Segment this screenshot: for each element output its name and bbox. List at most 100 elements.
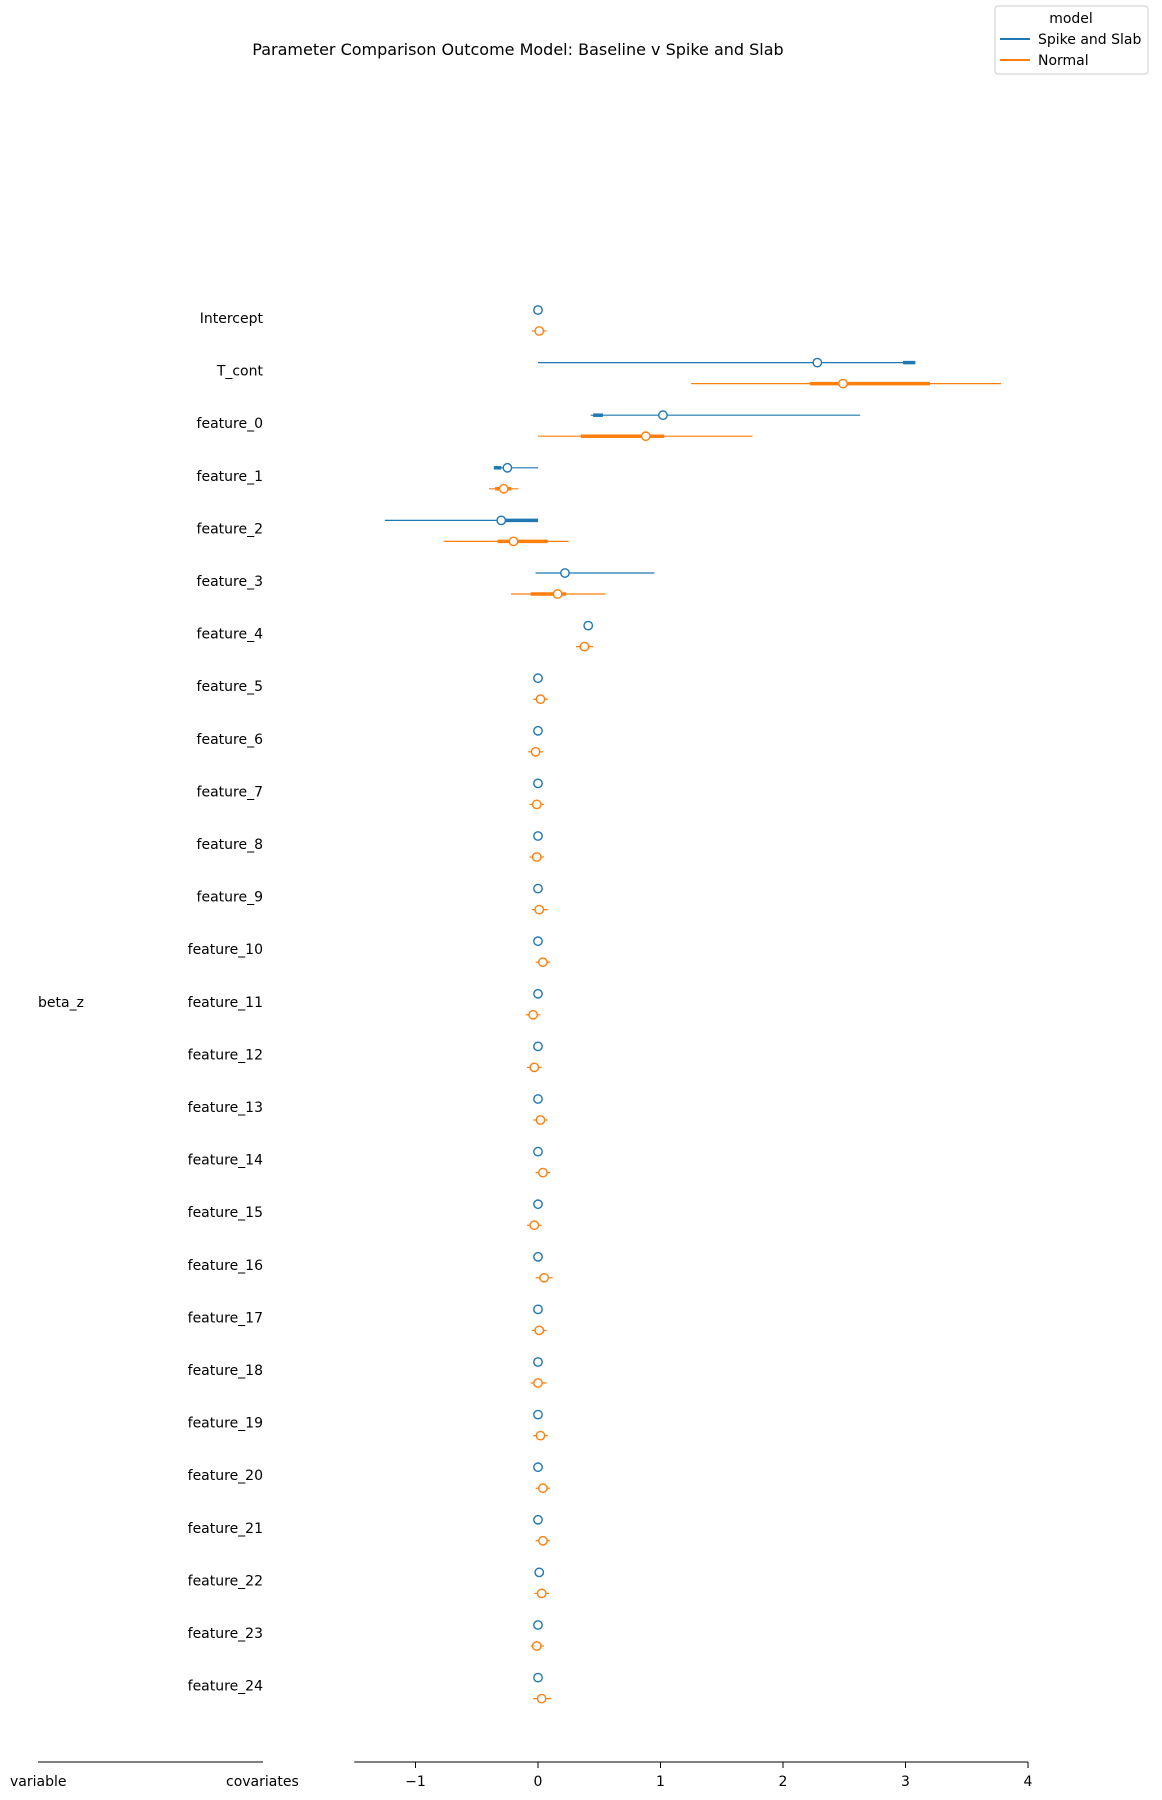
parameter-label: feature_7 xyxy=(197,784,263,800)
point-estimate-spike-and-slab xyxy=(583,620,594,631)
legend-title: model xyxy=(1049,11,1093,27)
parameter-label: feature_3 xyxy=(197,574,263,590)
point-estimate-spike-and-slab xyxy=(533,1041,543,1052)
point-estimate-normal xyxy=(530,746,541,757)
point-estimate-spike-and-slab xyxy=(533,1357,543,1367)
point-estimate-spike-and-slab xyxy=(533,1199,543,1210)
point-estimate-normal xyxy=(536,1588,547,1599)
point-estimate-spike-and-slab xyxy=(533,725,543,736)
point-estimate-spike-and-slab xyxy=(533,1514,543,1525)
point-estimate-normal xyxy=(534,1325,545,1336)
point-estimate-spike-and-slab xyxy=(812,357,823,368)
point-estimate-normal xyxy=(640,431,651,442)
point-estimate-spike-and-slab xyxy=(533,673,543,684)
parameter-label: Intercept xyxy=(200,311,264,327)
point-estimate-spike-and-slab xyxy=(533,936,543,947)
point-estimate-normal xyxy=(538,1535,548,1546)
legend-label-normal: Normal xyxy=(1038,53,1089,69)
point-estimate-spike-and-slab xyxy=(533,988,543,999)
point-estimate-spike-and-slab xyxy=(533,1672,543,1683)
point-estimate-spike-and-slab xyxy=(533,1094,543,1104)
point-estimate-spike-and-slab xyxy=(533,1251,543,1262)
x-tick-label: −1 xyxy=(405,1774,426,1790)
x-tick-label: 3 xyxy=(901,1774,910,1790)
parameter-label: feature_6 xyxy=(197,732,264,748)
left-axis-label-variable: variable xyxy=(10,1774,66,1790)
point-estimate-normal xyxy=(528,1009,538,1020)
parameter-label: feature_9 xyxy=(197,890,263,906)
point-estimate-normal xyxy=(536,1693,547,1704)
point-estimate-normal xyxy=(498,483,509,494)
parameter-label: feature_18 xyxy=(188,1363,263,1379)
parameter-label: feature_23 xyxy=(188,1626,263,1642)
point-estimate-normal xyxy=(552,589,563,599)
parameter-label: feature_2 xyxy=(197,521,263,537)
point-estimate-spike-and-slab xyxy=(658,410,668,421)
point-estimate-normal xyxy=(534,326,545,336)
parameter-label: feature_10 xyxy=(188,942,263,958)
point-estimate-spike-and-slab xyxy=(533,305,543,315)
parameter-label: feature_16 xyxy=(188,1258,263,1274)
parameter-label: feature_11 xyxy=(188,995,263,1011)
legend: model Spike and Slab Normal xyxy=(994,5,1149,75)
x-tick-label: 0 xyxy=(534,1774,543,1790)
point-estimate-spike-and-slab xyxy=(533,1146,543,1157)
interval-marks xyxy=(384,305,1002,1704)
point-estimate-normal xyxy=(531,1641,542,1651)
parameter-label: feature_20 xyxy=(188,1468,263,1484)
x-tick-label: 1 xyxy=(656,1774,665,1790)
parameter-label: feature_22 xyxy=(188,1573,263,1589)
point-estimate-normal xyxy=(538,957,548,968)
parameter-label: feature_19 xyxy=(188,1416,263,1432)
parameter-label: feature_24 xyxy=(188,1679,263,1695)
parameter-label: feature_12 xyxy=(188,1047,263,1063)
point-estimate-normal xyxy=(535,1430,546,1441)
point-estimate-spike-and-slab xyxy=(496,515,507,526)
parameter-label: feature_14 xyxy=(188,1153,263,1169)
point-estimate-normal xyxy=(533,1378,543,1388)
point-estimate-normal xyxy=(579,641,590,652)
parameter-label: T_cont xyxy=(216,364,264,380)
point-estimate-normal xyxy=(529,1220,540,1231)
point-estimate-spike-and-slab xyxy=(533,831,543,841)
point-estimate-normal xyxy=(534,904,545,915)
point-estimate-spike-and-slab xyxy=(533,1462,543,1473)
x-tick-label: 2 xyxy=(779,1774,788,1790)
parameter-label: feature_13 xyxy=(188,1100,263,1116)
point-estimate-normal xyxy=(529,1062,540,1073)
legend-label-spike-and-slab: Spike and Slab xyxy=(1038,32,1141,48)
left-axis-label-covariates: covariates xyxy=(226,1774,299,1790)
parameter-label: feature_1 xyxy=(197,469,263,485)
point-estimate-spike-and-slab xyxy=(533,1620,543,1630)
chart-title: Parameter Comparison Outcome Model: Base… xyxy=(252,40,783,59)
point-estimate-spike-and-slab xyxy=(502,462,513,473)
parameter-label: feature_8 xyxy=(197,837,263,853)
point-estimate-spike-and-slab xyxy=(533,1304,543,1315)
point-estimate-normal xyxy=(538,1167,548,1178)
x-axis: −1 0 1 2 3 4 xyxy=(354,1761,1033,1790)
parameter-labels: Intercept T_cont feature_0 feature_1feature… xyxy=(38,311,264,1695)
point-estimate-spike-and-slab xyxy=(533,1409,543,1420)
point-estimate-spike-and-slab xyxy=(533,778,543,789)
point-estimate-normal xyxy=(539,1272,550,1283)
point-estimate-normal xyxy=(508,536,519,547)
point-estimate-normal xyxy=(538,1483,548,1494)
variable-label: beta_z xyxy=(38,995,84,1011)
point-estimate-spike-and-slab xyxy=(533,883,543,894)
parameter-label: feature_5 xyxy=(197,679,263,695)
point-estimate-normal xyxy=(531,852,542,862)
point-estimate-spike-and-slab xyxy=(560,568,570,578)
parameter-label: feature_21 xyxy=(188,1521,263,1537)
point-estimate-normal xyxy=(535,1115,546,1125)
left-axis: variable covariates xyxy=(10,1761,299,1790)
point-estimate-normal xyxy=(838,378,848,389)
parameter-label: feature_15 xyxy=(188,1205,263,1221)
parameter-label: feature_17 xyxy=(188,1310,263,1326)
x-tick-label: 4 xyxy=(1024,1774,1033,1790)
point-estimate-normal xyxy=(535,694,546,705)
point-estimate-normal xyxy=(531,799,542,810)
legend-frame xyxy=(994,5,1149,75)
parameter-label: feature_0 xyxy=(197,416,263,432)
parameter-label: feature_4 xyxy=(197,627,264,643)
